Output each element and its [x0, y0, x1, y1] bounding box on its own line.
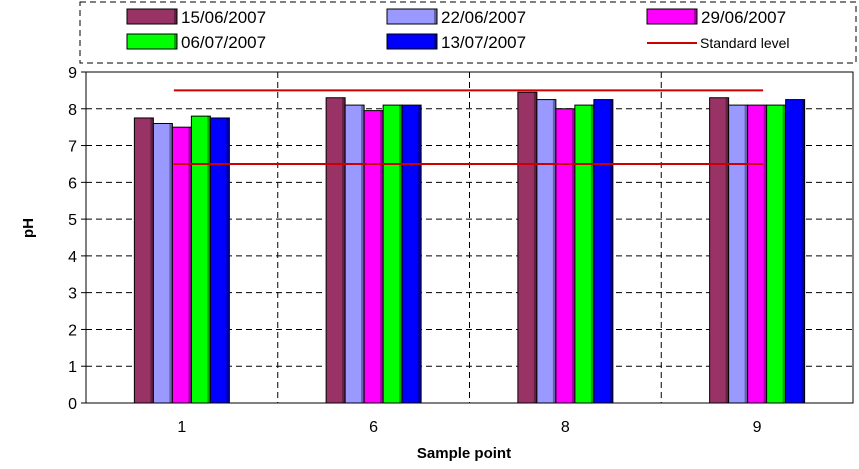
y-axis-title: pH — [20, 218, 37, 238]
bar-shade — [150, 117, 154, 403]
bar-22/06/2007-9 — [728, 104, 749, 404]
y-tick-label-7: 7 — [68, 139, 77, 156]
y-tick-label-3: 3 — [68, 286, 77, 303]
y-tick-label-2: 2 — [68, 322, 77, 339]
legend-label: 22/06/2007 — [441, 8, 526, 27]
legend-label: 06/07/2007 — [181, 33, 266, 52]
y-axis: 0 1 2 3 4 5 6 7 8 9 — [68, 65, 86, 413]
bar-06/07/2007-6 — [382, 104, 403, 404]
bar-fill — [785, 99, 806, 404]
bar-shade — [552, 99, 556, 403]
bar-shade — [380, 110, 384, 403]
legend-swatch-shade — [694, 9, 697, 24]
x-tick-label-6: 6 — [369, 419, 378, 436]
bar-shade — [207, 116, 211, 403]
legend-swatch — [126, 8, 178, 25]
bar-29/06/2007-9 — [747, 104, 768, 404]
bar-shade — [226, 117, 230, 403]
y-tick-label-4: 4 — [68, 249, 77, 266]
legend-swatch-shade — [434, 34, 437, 49]
bar-shade — [609, 99, 613, 403]
bar-shade — [533, 92, 537, 403]
legend-swatch-shade — [174, 34, 177, 49]
plot-area — [85, 71, 854, 404]
legend-label: 29/06/2007 — [701, 8, 786, 27]
legend-item-13/07/2007: 13/07/2007 — [386, 33, 526, 52]
x-tick-label-8: 8 — [561, 419, 570, 436]
y-tick-label-9: 9 — [68, 65, 77, 82]
bar-13/07/2007-9 — [785, 99, 806, 404]
bar-15/06/2007-6 — [325, 97, 346, 404]
bar-13/07/2007-1 — [209, 117, 230, 404]
legend: 15/06/2007 22/06/2007 29/06/2007 06/07/2007… — [79, 1, 857, 64]
bar-22/06/2007-1 — [152, 122, 173, 404]
bar-22/06/2007-8 — [536, 99, 557, 404]
bar-shade — [169, 123, 173, 403]
bar-shade — [725, 97, 729, 403]
legend-item-06/07/2007: 06/07/2007 — [126, 33, 266, 52]
y-tick-label-8: 8 — [68, 102, 77, 119]
bar-shade — [188, 127, 192, 404]
legend-swatch-shade — [174, 9, 177, 24]
bar-fill — [401, 104, 422, 404]
legend-swatch — [646, 8, 698, 25]
bar-fill — [593, 99, 614, 404]
legend-swatch — [386, 8, 438, 25]
bar-15/06/2007-1 — [133, 117, 154, 404]
y-tick-label-6: 6 — [68, 175, 77, 192]
bar-shade — [782, 105, 786, 403]
legend-box — [79, 1, 857, 64]
bar-15/06/2007-8 — [517, 91, 538, 404]
bar-13/07/2007-8 — [593, 99, 614, 404]
bar-22/06/2007-6 — [344, 104, 365, 404]
legend-label: Standard level — [700, 35, 790, 51]
bar-shade — [361, 105, 365, 403]
x-tick-label-9: 9 — [753, 419, 762, 436]
bar-06/07/2007-8 — [574, 104, 595, 404]
bar-shade — [744, 105, 748, 403]
bar-shade — [801, 99, 805, 403]
legend-item-29/06/2007: 29/06/2007 — [646, 8, 786, 27]
legend-swatch-shade — [434, 9, 437, 24]
y-tick-label-0: 0 — [68, 396, 77, 413]
bar-06/07/2007-1 — [190, 115, 211, 404]
legend-label: 13/07/2007 — [441, 33, 526, 52]
legend-item-15/06/2007: 15/06/2007 — [126, 8, 266, 27]
legend-swatch — [126, 33, 178, 50]
bar-13/07/2007-6 — [401, 104, 422, 404]
bar-29/06/2007-8 — [555, 108, 576, 404]
bar-06/07/2007-9 — [766, 104, 787, 404]
bar-15/06/2007-9 — [709, 97, 730, 404]
bar-fill — [209, 117, 230, 404]
y-tick-label-5: 5 — [68, 212, 77, 229]
x-axis-title: Sample point — [417, 445, 511, 462]
bar-shade — [342, 97, 346, 403]
y-tick-label-1: 1 — [68, 359, 77, 376]
bar-shade — [418, 105, 422, 403]
bar-shade — [590, 105, 594, 403]
bar-shade — [763, 105, 767, 403]
bar-29/06/2007-6 — [363, 110, 384, 404]
legend-item-22/06/2007: 22/06/2007 — [386, 8, 526, 27]
x-tick-label-1: 1 — [177, 419, 186, 436]
legend-label: 15/06/2007 — [181, 8, 266, 27]
legend-swatch — [386, 33, 438, 50]
bar-29/06/2007-1 — [171, 126, 192, 404]
legend-item-standard: Standard level — [647, 35, 790, 51]
bar-shade — [571, 108, 575, 404]
bar-shade — [399, 105, 403, 403]
